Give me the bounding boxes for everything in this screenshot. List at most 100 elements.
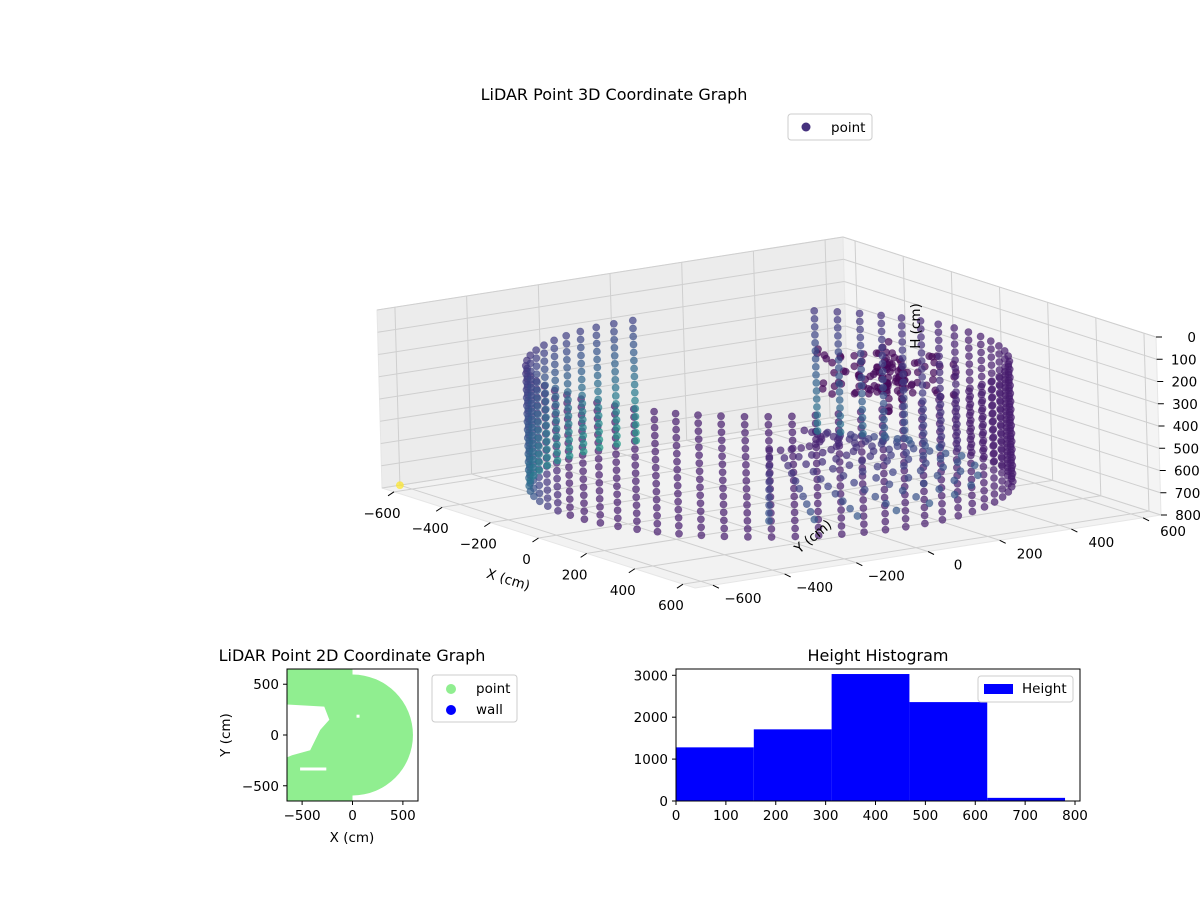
chart-3d-point [950, 490, 959, 499]
chart-3d-point [839, 471, 848, 480]
chart-histogram-frame [675, 668, 1081, 802]
chart-3d-point [856, 341, 865, 350]
chart-3d-point [978, 396, 987, 405]
chart-3d-point [809, 467, 818, 476]
chart-3d-point [952, 404, 961, 412]
chart-3d-point [765, 501, 773, 510]
chart-3d-point [966, 384, 974, 393]
chart-3d-point [979, 462, 988, 471]
chart-3d-point [614, 522, 622, 531]
chart-3d-point [788, 412, 796, 421]
chart-3d-point [565, 495, 574, 503]
chart-3d-point [631, 461, 640, 470]
chart-histogram-bar [831, 674, 910, 801]
chart-3d-point [541, 389, 550, 398]
chart-3d-point [810, 515, 819, 524]
chart-3d-point [673, 457, 681, 466]
chart-2d-ytick-label: −500 [242, 779, 279, 795]
chart-3d-point [811, 338, 819, 347]
chart-3d-point [919, 405, 927, 413]
chart-3d-point [899, 378, 908, 386]
chart-3d-point [743, 509, 752, 517]
chart-3d-point [812, 370, 820, 379]
chart-3d-point [594, 403, 603, 412]
chart-3d-point [858, 413, 867, 422]
chart-3d-xtick [435, 506, 443, 512]
chart-3d-point [878, 359, 887, 368]
chart-3d-point [632, 501, 641, 510]
chart-2d-title: LiDAR Point 2D Coordinate Graph [219, 646, 486, 665]
chart-3d-point [674, 521, 683, 530]
chart-3d-point [837, 506, 845, 514]
chart-3d-point [720, 532, 729, 541]
chart-3d-point [990, 449, 998, 458]
chart-3d-point [717, 412, 725, 421]
chart-3d-point [917, 357, 926, 365]
chart-3d-point [881, 525, 890, 534]
chart-3d-point [578, 383, 586, 392]
chart-3d-point [595, 478, 604, 487]
chart-3d-legend-marker [801, 122, 811, 132]
chart-3d-point [632, 428, 640, 437]
chart-3d-point [550, 336, 558, 345]
chart-3d-point [883, 457, 891, 465]
chart-3d-point [900, 410, 909, 418]
chart-3d-title: LiDAR Point 3D Coordinate Graph [481, 85, 748, 104]
chart-3d-point [898, 362, 907, 370]
chart-2d-void-dot [356, 714, 360, 718]
chart-3d-point [989, 433, 998, 442]
chart-3d-point [834, 356, 843, 364]
chart-3d-point [834, 348, 843, 356]
chart-3d-point [799, 492, 807, 501]
chart-3d-point [764, 420, 773, 429]
chart-3d-point [543, 478, 551, 486]
chart-3d-point [787, 469, 796, 478]
chart-3d-point [543, 502, 552, 510]
chart-3d-point [630, 388, 639, 397]
chart-3d-point [653, 511, 661, 520]
chart-3d-point [813, 403, 821, 411]
chart-3d-point [742, 484, 751, 493]
chart-3d-point [951, 348, 959, 356]
chart-3d-point [919, 451, 928, 460]
chart-3d-point [565, 487, 574, 495]
chart-3d-point [968, 507, 977, 516]
chart-3d-point [630, 372, 639, 381]
chart-3d-point [776, 446, 785, 455]
chart-3d-point [872, 473, 880, 482]
chart-3d-point [694, 435, 703, 444]
chart-3d-point [765, 509, 773, 517]
chart-3d-ztick-label: 200 [1171, 375, 1197, 391]
chart-3d-point [937, 440, 946, 449]
chart-3d-point [672, 441, 681, 450]
chart-3d-point [542, 413, 550, 422]
chart-2d-ylabel: Y (cm) [218, 713, 234, 758]
chart-3d-xtick [387, 491, 395, 497]
chart-3d: LiDAR Point 3D Coordinate Graph −600 −400… [363, 85, 1200, 614]
chart-histogram-xtick-label: 500 [912, 808, 938, 824]
chart-3d-point [533, 378, 541, 387]
chart-3d-point [719, 492, 728, 501]
chart-3d-point [595, 427, 603, 436]
chart-3d-point [720, 516, 728, 525]
chart-3d-xtick-label: −400 [412, 521, 449, 537]
chart-3d-point [936, 408, 945, 417]
chart-3d-point [902, 448, 911, 457]
chart-3d-point [765, 446, 774, 455]
chart-3d-point [917, 341, 926, 349]
chart-3d-point [965, 376, 974, 385]
chart-3d-point [672, 417, 680, 426]
chart-3d-point [717, 428, 726, 437]
chart-3d-point [912, 492, 920, 501]
chart-3d-point [631, 469, 640, 478]
chart-3d-point [966, 416, 975, 425]
chart-3d-point [953, 420, 961, 429]
chart-3d-point [595, 494, 604, 503]
chart-3d-point [979, 428, 988, 437]
chart-3d-point [595, 486, 604, 495]
chart-3d-point [802, 460, 810, 469]
chart-3d-point [901, 434, 909, 443]
chart-3d-point [550, 360, 559, 369]
chart-3d-point [954, 503, 962, 512]
chart-3d-point [543, 445, 551, 454]
